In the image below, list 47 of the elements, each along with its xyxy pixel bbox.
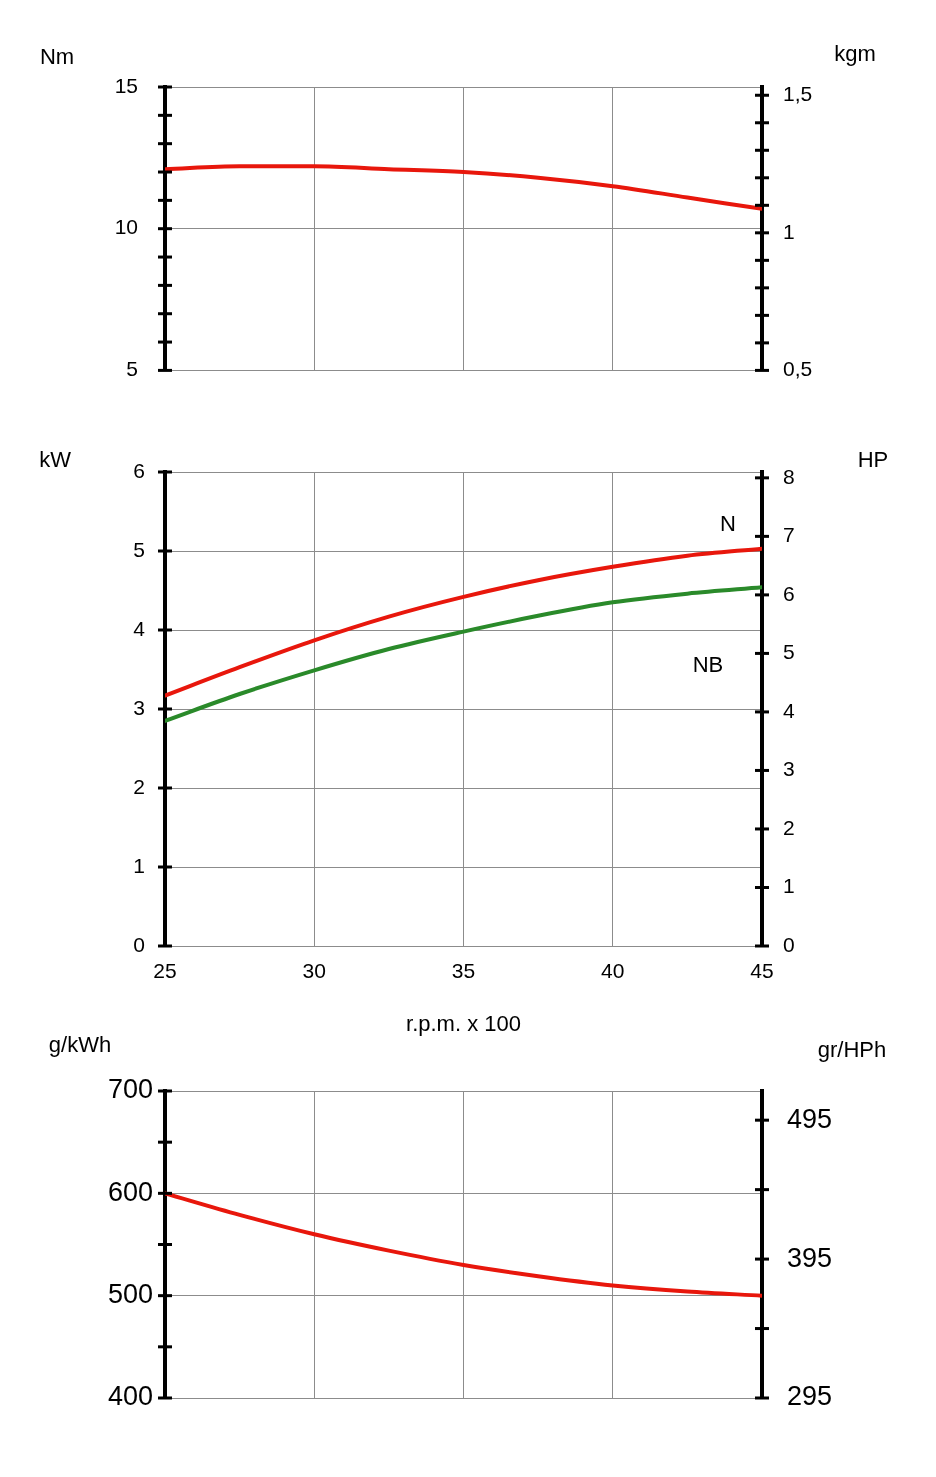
y2-tick-label: 6 [783,581,795,605]
y2-tick-label: 5 [783,640,795,664]
y2-axis-title: HP [857,447,889,473]
y-tick-label: 0 [133,932,145,956]
y-tick-label: 4 [133,616,146,640]
y-axis-title: g/kWh [48,1032,112,1058]
y2-axis-title: kgm [834,41,876,67]
y-tick-label: 5 [133,537,145,561]
x-tick-label: 40 [601,959,625,983]
y2-tick-label: 395 [787,1242,833,1273]
y-axis-title: kW [39,447,72,473]
y-tick-label: 600 [107,1176,153,1207]
y2-tick-label: 1,5 [783,82,813,106]
y-tick-label: 1 [133,853,145,877]
y-axis-title: Nm [39,44,75,70]
y-tick-label: 6 [133,458,145,482]
y2-tick-label: 3 [783,757,795,781]
y2-tick-label: 0,5 [783,357,813,381]
x-tick-label: 35 [451,959,476,983]
y2-tick-label: 495 [787,1103,833,1134]
y-tick-label: 400 [107,1381,153,1412]
line-series [165,585,762,723]
y-tick-label: 2 [133,774,145,798]
y-tick-label: 700 [107,1074,153,1105]
y2-axis-title: gr/HPh [817,1037,887,1063]
text: NB [692,652,724,678]
y2-tick-label: 2 [783,815,795,839]
y-tick-label: 10 [114,215,138,239]
x-tick-label: 30 [302,959,326,983]
y2-tick-label: 8 [783,464,795,488]
y2-tick-label: 0 [783,932,795,956]
line-series [165,546,762,698]
y2-tick-label: 1 [783,874,795,898]
x-tick-label: 25 [153,959,177,983]
y-tick-label: 3 [133,695,145,719]
y2-tick-label: 4 [783,698,795,722]
y2-tick-label: 1 [783,219,795,243]
x-axis-title: r.p.m. x 100 [406,1011,521,1037]
y-tick-label: 5 [126,357,138,381]
line-series [165,164,762,211]
y2-tick-label: 295 [787,1381,833,1412]
y-tick-label: 500 [107,1279,153,1310]
x-tick-label: 45 [750,959,774,983]
series-label: N [720,510,736,536]
y2-tick-label: 7 [783,523,795,547]
line-series [165,1191,762,1298]
y-tick-label: 15 [114,73,138,97]
